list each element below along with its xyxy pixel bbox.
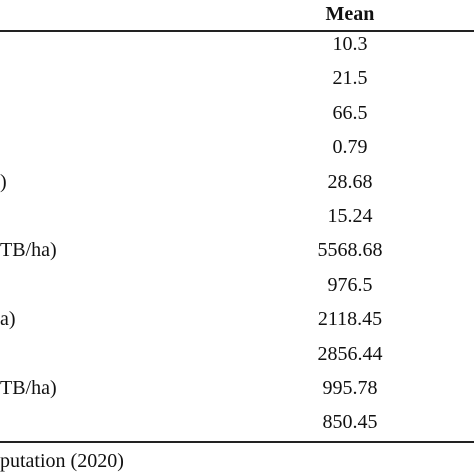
row-label: TB/ha) bbox=[0, 239, 57, 262]
mean-value: 66.5 bbox=[332, 101, 368, 124]
row-label: TB/ha) bbox=[0, 377, 57, 399]
header-rule bbox=[0, 30, 474, 32]
mean-value: 976.5 bbox=[327, 273, 373, 296]
row-label: a) bbox=[0, 308, 16, 331]
mean-value: 995.78 bbox=[322, 377, 378, 399]
mean-value: 2856.44 bbox=[317, 342, 383, 365]
table-note: putation (2020) bbox=[0, 450, 124, 472]
mean-value: 0.79 bbox=[332, 136, 368, 159]
mean-value: 5568.68 bbox=[317, 239, 383, 262]
row-label: ) bbox=[0, 170, 7, 193]
mean-value: 850.45 bbox=[322, 411, 378, 434]
mean-value: 15.24 bbox=[327, 205, 373, 227]
mean-value: 10.3 bbox=[332, 33, 368, 55]
bottom-rule bbox=[0, 441, 474, 443]
mean-value: 2118.45 bbox=[317, 308, 383, 331]
mean-value: 28.68 bbox=[327, 170, 373, 193]
column-header: Mean bbox=[325, 3, 375, 25]
mean-value: 21.5 bbox=[332, 67, 368, 90]
